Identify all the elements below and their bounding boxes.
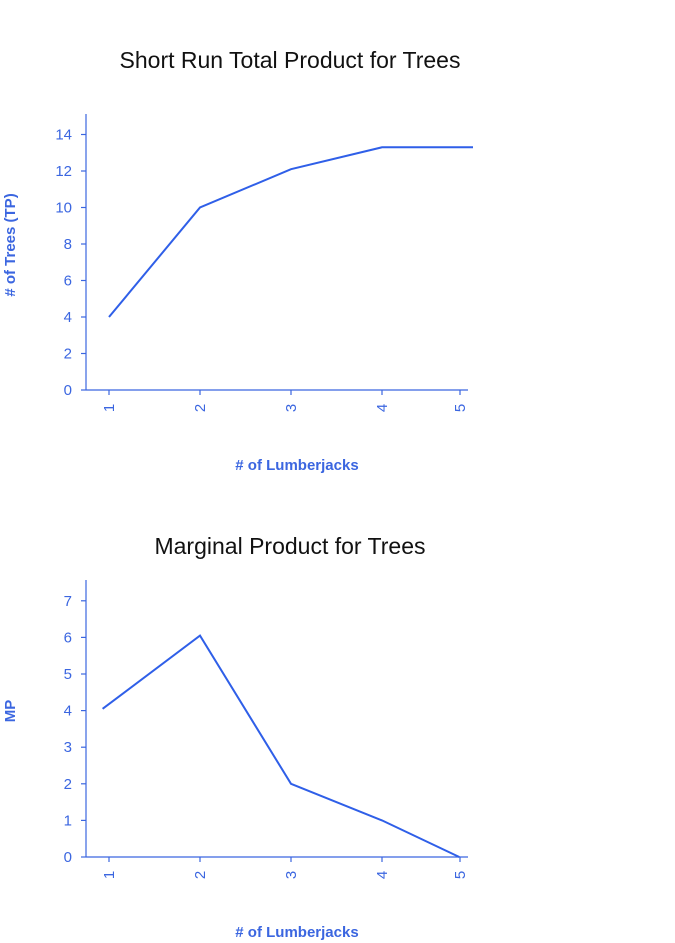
- x-axis-label: # of Lumberjacks: [235, 457, 358, 474]
- chart-title: Short Run Total Product for Trees: [119, 47, 461, 73]
- y-tick-label: 6: [64, 629, 72, 646]
- x-tick-label: 4: [374, 404, 391, 412]
- y-tick-label: 8: [64, 236, 72, 253]
- marginal-product-chart: Marginal Product for Trees 0 1 2 3 4 5 6 7 1 2 3 4 5…: [0, 480, 675, 943]
- y-tick-label: 6: [64, 273, 72, 290]
- y-tick-label: 14: [55, 127, 72, 144]
- y-tick-label: 4: [64, 703, 72, 720]
- x-tick-label: 3: [283, 871, 300, 879]
- x-tick-label: 2: [192, 404, 209, 412]
- x-tick-label: 3: [283, 404, 300, 412]
- series-line: [101, 634, 460, 858]
- y-tick-label: 3: [64, 739, 72, 756]
- x-tick-label: 1: [101, 404, 118, 412]
- y-tick-label: 0: [64, 849, 72, 866]
- y-tick-label: 0: [64, 382, 72, 399]
- x-axis-label: # of Lumberjacks: [235, 924, 358, 941]
- y-tick-label: 10: [55, 200, 72, 217]
- y-tick-label: 5: [64, 666, 72, 683]
- x-tick-label: 5: [452, 404, 469, 412]
- x-tick-label: 5: [452, 871, 469, 879]
- marginal-product-plot: 0 1 2 3 4 5 6 7 1 2 3 4 5 # of Lumberjacks MP: [2, 580, 469, 941]
- y-tick-label: 7: [64, 593, 72, 610]
- series-line: [108, 146, 473, 318]
- y-tick-label: 2: [64, 776, 72, 793]
- x-tick-label: 2: [192, 871, 209, 879]
- x-tick-label: 4: [374, 871, 391, 879]
- y-tick-label: 4: [64, 309, 72, 326]
- y-tick-label: 12: [55, 163, 72, 180]
- total-product-chart: Short Run Total Product for Trees 0 2 4 6 8 1…: [2, 47, 474, 474]
- y-axis-label: MP: [2, 700, 19, 723]
- x-tick-label: 1: [101, 871, 118, 879]
- chart-title: Marginal Product for Trees: [154, 533, 426, 559]
- y-tick-label: 2: [64, 346, 72, 363]
- y-tick-label: 1: [64, 812, 72, 829]
- y-axis-label: # of Trees (TP): [2, 193, 19, 296]
